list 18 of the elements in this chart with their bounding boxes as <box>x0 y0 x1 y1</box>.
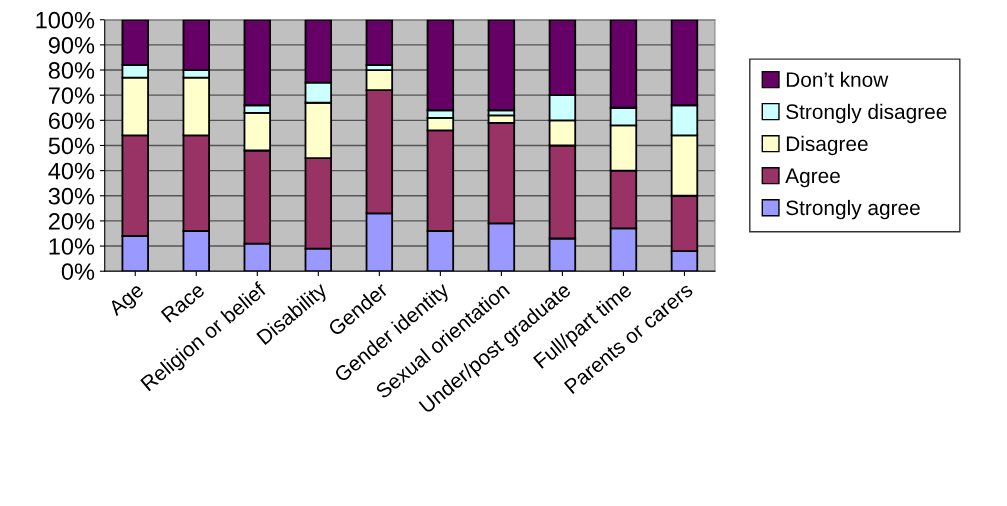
legend-label: Don’t know <box>786 71 889 88</box>
x-tick-label: Age <box>107 282 148 320</box>
y-tick-label: 40% <box>48 162 95 180</box>
legend-label: Agree <box>785 168 840 188</box>
legend-label: Strongly disagree <box>786 103 947 124</box>
y-tick-label: 10% <box>49 238 95 255</box>
y-tick-label: 30% <box>48 187 95 205</box>
y-tick-label: 80% <box>48 62 95 79</box>
y-tick-label: 70% <box>48 87 95 104</box>
y-tick-label: 100% <box>36 11 95 29</box>
legend-label: Strongly agree <box>786 199 920 220</box>
y-tick-label: 50% <box>48 137 95 155</box>
bar <box>487 19 516 112</box>
y-tick-label: 0% <box>61 263 95 280</box>
y-tick-label: 90% <box>48 36 95 54</box>
y-tick-label: 60% <box>48 112 95 130</box>
y-tick-label: 20% <box>48 212 95 230</box>
legend-label: Disagree <box>786 135 868 156</box>
